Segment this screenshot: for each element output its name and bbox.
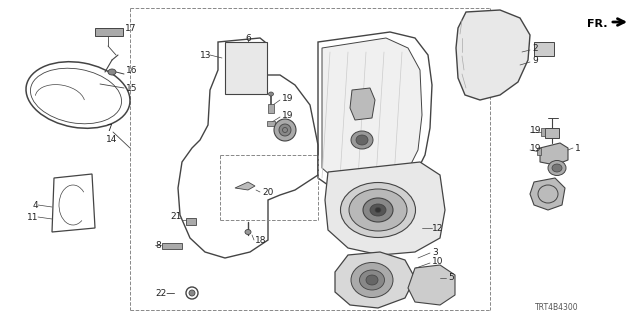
Text: 17: 17 [125,23,136,33]
Text: 19: 19 [530,125,541,134]
Ellipse shape [245,229,251,235]
Ellipse shape [363,198,393,222]
Ellipse shape [356,135,368,145]
Text: 11: 11 [26,212,38,221]
Polygon shape [235,182,255,190]
Polygon shape [530,178,565,210]
Text: 19: 19 [282,93,294,102]
Polygon shape [456,10,530,100]
Text: 12: 12 [432,223,444,233]
Text: 16: 16 [126,66,138,75]
Text: 8: 8 [155,241,161,250]
Ellipse shape [108,69,116,75]
Text: 3: 3 [432,247,438,257]
Bar [268,104,274,113]
Bar [162,243,182,249]
Ellipse shape [351,262,393,298]
Polygon shape [408,265,455,305]
Bar [534,42,554,56]
Ellipse shape [269,92,273,96]
Bar [186,218,196,225]
Text: 14: 14 [106,134,117,143]
Text: 4: 4 [33,201,38,210]
Text: 7: 7 [106,124,112,132]
Ellipse shape [274,119,296,141]
Text: 5: 5 [448,274,454,283]
Polygon shape [325,162,445,255]
Ellipse shape [189,290,195,296]
Text: 21: 21 [170,212,181,220]
Ellipse shape [552,164,562,172]
Text: 1: 1 [575,143,580,153]
Ellipse shape [366,275,378,285]
Text: 20: 20 [262,188,273,196]
Polygon shape [350,88,375,120]
Text: FR.: FR. [586,19,607,29]
Bar [541,128,545,136]
Text: 19: 19 [282,110,294,119]
Text: 22—: 22— [155,289,175,298]
Polygon shape [335,252,415,308]
Bar [545,128,559,138]
Text: 10: 10 [432,258,444,267]
Ellipse shape [370,204,386,216]
Ellipse shape [279,124,291,136]
Bar [225,42,267,94]
Ellipse shape [375,207,381,212]
Text: TRT4B4300: TRT4B4300 [535,303,579,313]
Text: 19: 19 [530,143,541,153]
Text: 18: 18 [255,236,266,244]
Text: 6: 6 [245,34,251,43]
Bar [95,28,123,36]
Text: 9: 9 [532,55,538,65]
Ellipse shape [282,127,287,132]
Text: 13: 13 [200,51,211,60]
Ellipse shape [349,189,407,231]
Polygon shape [322,38,422,186]
Text: 15: 15 [126,84,138,92]
Ellipse shape [360,270,385,290]
Ellipse shape [548,161,566,175]
Ellipse shape [340,182,415,237]
Bar [267,121,275,126]
Ellipse shape [351,131,373,149]
Bar [537,148,541,155]
Polygon shape [540,143,568,165]
Text: 2: 2 [532,44,538,52]
